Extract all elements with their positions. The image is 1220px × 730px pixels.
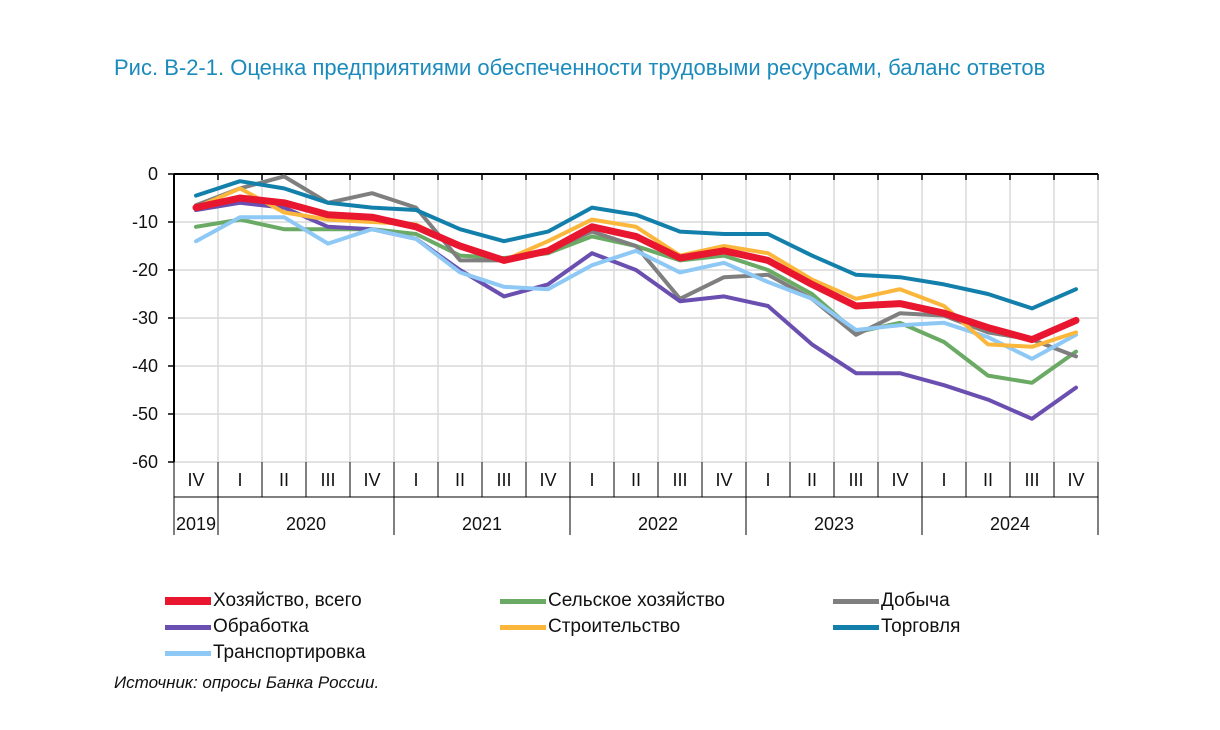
x-tick-label: II <box>807 470 817 490</box>
year-label: 2021 <box>462 514 502 534</box>
year-label: 2024 <box>990 514 1030 534</box>
x-tick-label: III <box>672 470 687 490</box>
x-tick-label: II <box>983 470 993 490</box>
legend-item: Обработка <box>165 616 309 638</box>
series-line <box>194 215 1078 361</box>
legend-label: Торговля <box>881 616 961 637</box>
legend-swatch <box>500 598 546 604</box>
x-tick-label: III <box>320 470 335 490</box>
y-tick-label: -40 <box>132 356 158 376</box>
legend-item: Добыча <box>833 590 950 612</box>
y-tick-label: -50 <box>132 404 158 424</box>
x-tick-label: I <box>589 470 594 490</box>
series-line <box>194 200 1078 421</box>
x-tick-label: I <box>941 470 946 490</box>
x-tick-label: IV <box>363 470 380 490</box>
x-tick-label: III <box>1024 470 1039 490</box>
y-tick-label: -30 <box>132 308 158 328</box>
x-tick-label: IV <box>891 470 908 490</box>
legend-item: Строительство <box>500 616 680 638</box>
x-tick-label: IV <box>187 470 204 490</box>
legend-item: Транспортировка <box>165 642 366 664</box>
x-tick-label: IV <box>1067 470 1084 490</box>
x-tick-label: IV <box>539 470 556 490</box>
x-tick-label: I <box>765 470 770 490</box>
legend-label: Добыча <box>881 590 950 611</box>
year-label: 2019 <box>176 514 216 534</box>
legend-label: Транспортировка <box>213 642 366 663</box>
source-note: Источник: опросы Банка России. <box>114 673 380 692</box>
series-line <box>192 194 1080 344</box>
series-line <box>194 179 1078 311</box>
legend-swatch <box>165 597 211 605</box>
year-label: 2020 <box>286 514 326 534</box>
legend-label: Строительство <box>548 616 681 637</box>
x-tick-label: II <box>279 470 289 490</box>
legend-swatch <box>165 624 211 630</box>
legend-item: Сельское хозяйство <box>500 590 725 612</box>
x-tick-label: II <box>631 470 641 490</box>
y-tick-label: 0 <box>148 164 158 184</box>
x-tick-label: I <box>413 470 418 490</box>
x-tick-label: III <box>848 470 863 490</box>
legend-item: Торговля <box>833 616 960 638</box>
legend-label: Хозяйство, всего <box>213 590 362 611</box>
legend-swatch <box>500 624 546 630</box>
legend-label: Сельское хозяйство <box>548 590 725 611</box>
x-tick-label: I <box>237 470 242 490</box>
legend-swatch <box>833 624 879 630</box>
legend-label: Обработка <box>213 616 309 637</box>
y-tick-label: -60 <box>132 452 158 472</box>
series-line <box>194 186 1078 349</box>
chart-title: Рис. В-2-1. Оценка предприятиями обеспеч… <box>114 55 1046 80</box>
year-label: 2023 <box>814 514 854 534</box>
y-tick-label: -20 <box>132 260 158 280</box>
legend-item: Хозяйство, всего <box>165 590 362 612</box>
x-tick-label: IV <box>715 470 732 490</box>
legend-swatch <box>833 598 879 604</box>
legend-swatch <box>165 650 211 656</box>
series-line <box>194 174 1078 359</box>
x-tick-label: II <box>455 470 465 490</box>
x-tick-label: III <box>496 470 511 490</box>
y-tick-label: -10 <box>132 212 158 232</box>
year-label: 2022 <box>638 514 678 534</box>
